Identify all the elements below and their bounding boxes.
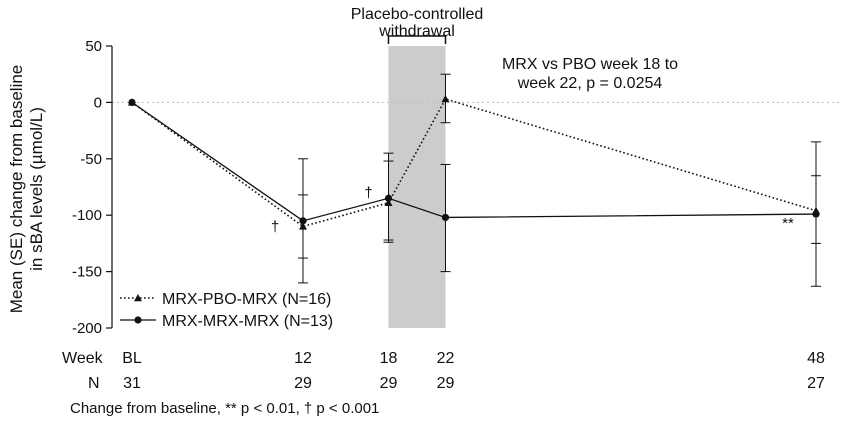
series-markers bbox=[128, 95, 820, 230]
x-tick-label: 22 bbox=[437, 350, 455, 367]
week-row-label: Week bbox=[62, 350, 104, 367]
x-tick-label: 18 bbox=[380, 350, 398, 367]
legend-label: MRX-PBO-MRX (N=16) bbox=[162, 291, 331, 308]
n-value: 29 bbox=[437, 375, 455, 392]
legend: MRX-PBO-MRX (N=16) MRX-MRX-MRX (N=13) bbox=[120, 291, 333, 330]
footnote: Change from baseline, ** p < 0.01, † p <… bbox=[70, 400, 379, 417]
x-tick-label: BL bbox=[122, 350, 142, 367]
placebo-bracket bbox=[387, 35, 447, 44]
y-tick-label: -50 bbox=[80, 151, 102, 168]
n-values-row: 31 29 29 29 27 bbox=[123, 375, 825, 392]
n-value: 27 bbox=[807, 375, 825, 392]
placebo-shaded-region bbox=[388, 46, 446, 328]
placebo-label-line1: Placebo-controlled bbox=[351, 6, 484, 23]
x-tick-label: 48 bbox=[807, 350, 825, 367]
data-point-circle bbox=[384, 194, 393, 202]
data-point-circle bbox=[299, 217, 307, 225]
y-axis-title-line1: Mean (SE) change from baseline bbox=[7, 65, 26, 314]
n-row-label: N bbox=[88, 375, 100, 392]
legend-label: MRX-MRX-MRX (N=13) bbox=[162, 313, 333, 330]
y-axis-title-line2: in sBA levels (µmol/L) bbox=[27, 107, 46, 271]
data-point-circle bbox=[128, 98, 136, 106]
n-value: 29 bbox=[294, 375, 312, 392]
y-tick-label: 0 bbox=[94, 94, 102, 111]
series-line-mrx-pbo-mrx bbox=[131, 98, 817, 228]
y-tick-label: -150 bbox=[72, 264, 102, 281]
data-point-circle bbox=[441, 213, 450, 222]
n-value: 31 bbox=[123, 375, 141, 392]
legend-marker-triangle bbox=[134, 294, 142, 302]
x-tick-label: 12 bbox=[294, 350, 312, 367]
series-lines bbox=[131, 98, 817, 228]
data-point-circle bbox=[812, 210, 820, 218]
error-bars bbox=[298, 73, 821, 287]
significance-mark: † bbox=[364, 185, 372, 202]
y-tick-label: 50 bbox=[85, 38, 102, 55]
data-point-triangle bbox=[384, 198, 393, 206]
y-tick-label: -100 bbox=[72, 207, 102, 224]
legend-marker-circle bbox=[134, 316, 142, 324]
y-ticks: 50 0 -50 -100 -150 -200 bbox=[72, 38, 112, 337]
significance-marks: † † ** bbox=[271, 185, 794, 236]
significance-mark: † bbox=[271, 218, 279, 235]
n-value: 29 bbox=[380, 375, 398, 392]
y-tick-label: -200 bbox=[72, 320, 102, 337]
series-line-mrx-mrx-mrx bbox=[131, 101, 817, 222]
x-tick-labels: BL 12 18 22 48 bbox=[122, 350, 825, 367]
significance-mark: ** bbox=[782, 215, 794, 232]
placebo-label-line2: withdrawal bbox=[378, 23, 455, 40]
comparison-annotation-line1: MRX vs PBO week 18 to bbox=[502, 56, 678, 73]
data-point-triangle bbox=[441, 95, 450, 103]
data-point-triangle bbox=[299, 222, 307, 230]
comparison-annotation-line2: week 22, p = 0.0254 bbox=[517, 75, 663, 92]
